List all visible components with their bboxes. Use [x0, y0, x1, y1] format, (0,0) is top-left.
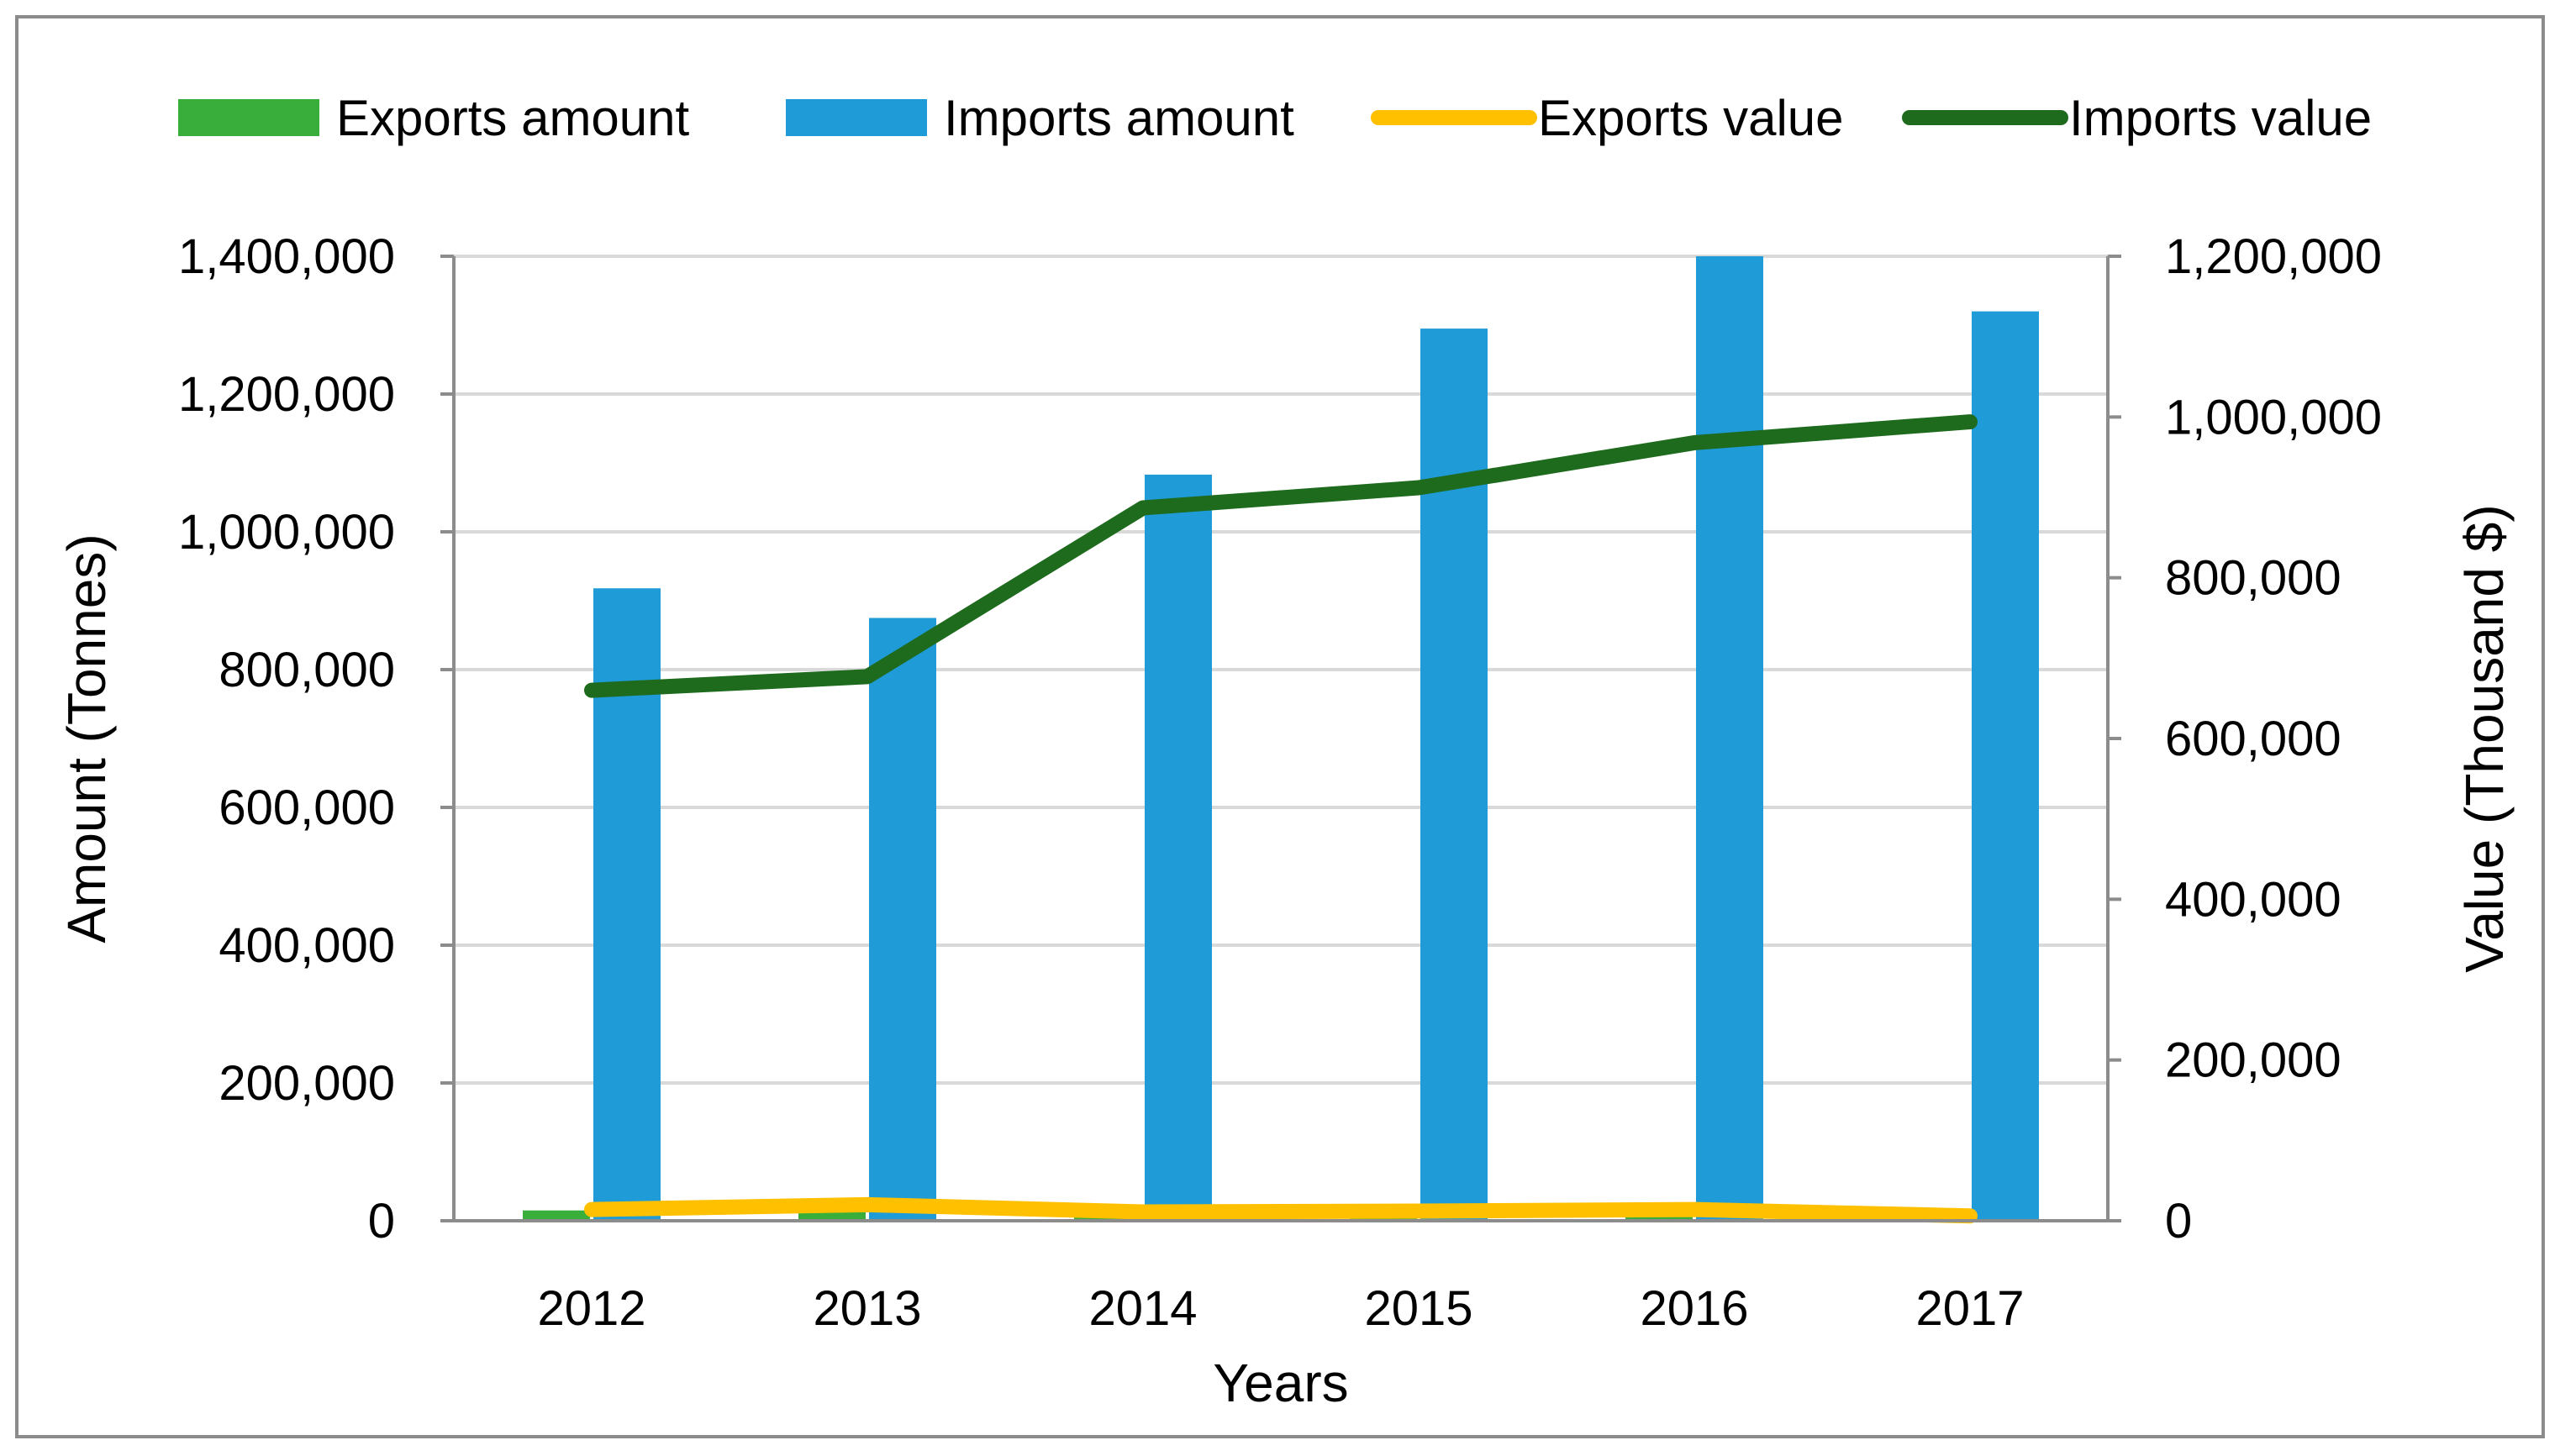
left-axis-tick-label: 1,000,000 [178, 505, 395, 560]
exports-value-point [862, 1199, 872, 1210]
x-axis-title: Years [1213, 1353, 1348, 1413]
imports-amount-bar [1972, 311, 2039, 1222]
exports-amount-bar [523, 1210, 590, 1221]
right-axis-tick-label: 600,000 [2165, 712, 2341, 766]
x-axis-tick-label: 2013 [813, 1281, 921, 1336]
right-axis-tick-label: 400,000 [2165, 872, 2341, 927]
left-axis-tick-label: 800,000 [219, 643, 395, 697]
legend-label: Imports amount [944, 90, 1294, 146]
left-axis-tick-label: 0 [368, 1194, 395, 1248]
imports-amount-bar [1420, 329, 1488, 1222]
right-axis-tick-label: 200,000 [2165, 1033, 2341, 1088]
left-axis-title: Amount (Tonnes) [56, 534, 117, 943]
imports-amount-bar [1145, 474, 1212, 1221]
legend-label: Exports amount [336, 90, 690, 146]
chart-border [15, 15, 2545, 1438]
right-axis-tick-label: 1,000,000 [2165, 390, 2382, 444]
exports-value-point [1965, 1211, 1975, 1222]
legend-swatch-exports-amount [178, 99, 319, 136]
legend-label: Imports value [2069, 90, 2372, 146]
imports-value-point [1138, 502, 1148, 513]
axes [440, 255, 2121, 1222]
exports-value-point [1138, 1206, 1148, 1217]
gridlines [454, 255, 2108, 1085]
imports-value-point [1965, 417, 1975, 428]
imports-value-point [1689, 437, 1699, 448]
right-axis-tick-label: 1,200,000 [2165, 229, 2382, 284]
left-axis-tick-label: 1,200,000 [178, 367, 395, 422]
imports-value-point [862, 671, 872, 682]
left-axis-tick-label: 200,000 [219, 1056, 395, 1111]
right-axis-tick-label: 800,000 [2165, 551, 2341, 606]
right-axis-title: Value (Thousand $) [2454, 504, 2515, 972]
x-axis-tick-label: 2012 [537, 1281, 645, 1336]
left-axis-tick-label: 600,000 [219, 781, 395, 835]
imports-value-point [587, 685, 597, 696]
legend: Exports amount Imports amount Exports valu… [178, 90, 2372, 146]
exports-value-line [584, 1196, 1978, 1224]
legend-label: Exports value [1538, 90, 1844, 146]
right-axis-tick-label: 0 [2165, 1194, 2192, 1248]
imports-value-point [1414, 482, 1424, 493]
x-axis-tick-label: 2017 [1915, 1281, 2024, 1336]
exports-value-point [587, 1204, 597, 1215]
series-lines [584, 414, 1978, 1224]
imports-amount-bar [869, 618, 936, 1221]
left-axis-tick-label: 1,400,000 [178, 229, 395, 284]
axis-labels: 0 200,000 400,000 600,000 800,000 1,000,000 1,… [56, 229, 2515, 1413]
imports-amount-bar [1696, 256, 1763, 1221]
x-axis-tick-label: 2014 [1088, 1281, 1197, 1336]
exports-value-point [1414, 1206, 1424, 1217]
left-axis-tick-label: 400,000 [219, 918, 395, 973]
x-axis-tick-label: 2016 [1640, 1281, 1748, 1336]
exports-value-point [1689, 1204, 1699, 1215]
x-axis-tick-label: 2015 [1364, 1281, 1472, 1336]
legend-swatch-imports-amount [786, 99, 927, 136]
imports-value-line [584, 414, 1978, 698]
